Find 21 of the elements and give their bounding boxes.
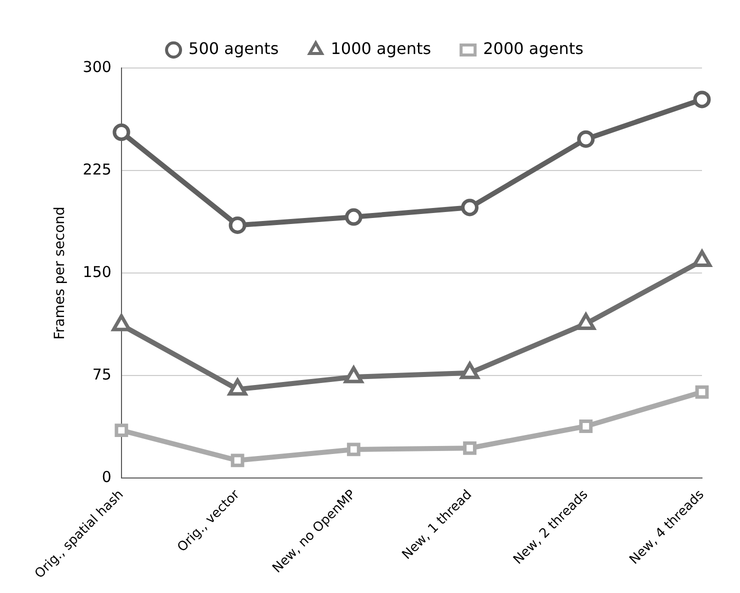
point [344,208,362,226]
y-tick-label: 225 [82,160,112,178]
point [695,385,709,399]
point [579,420,593,433]
legend-label: 500 agents [188,39,279,58]
point [461,198,479,216]
point [230,454,244,468]
point [114,424,128,438]
point [577,130,595,148]
point [463,441,476,455]
y-tick-label: 300 [82,58,112,76]
point [346,442,360,456]
y-axis-title: Frames per second [52,206,68,340]
y-tick-label: 0 [102,468,112,486]
y-tick-label: 150 [82,262,112,281]
legend-label: 2000 agents [483,39,584,58]
point [112,124,130,142]
point [228,216,246,234]
y-tick-label: 75 [92,366,112,384]
legend-label: 1000 agents [330,39,432,58]
point [693,90,711,108]
